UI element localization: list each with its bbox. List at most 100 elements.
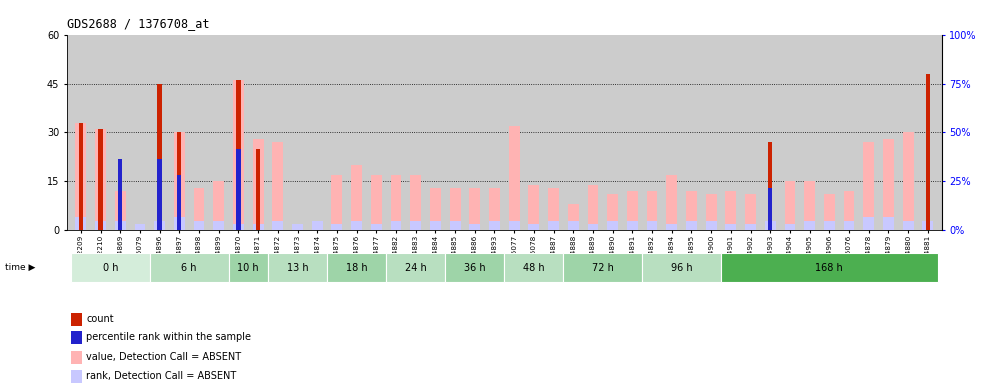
Bar [745, 224, 756, 230]
Bar [706, 220, 717, 230]
Bar [864, 142, 875, 230]
Bar [883, 139, 894, 230]
Text: 24 h: 24 h [405, 263, 427, 273]
Bar [450, 188, 460, 230]
Bar [114, 220, 125, 230]
Bar [926, 74, 930, 230]
Bar [607, 220, 618, 230]
Bar [410, 220, 421, 230]
Bar [647, 191, 658, 230]
Bar [785, 224, 796, 230]
Bar [410, 175, 421, 230]
Bar [387, 253, 446, 282]
Bar [768, 188, 772, 230]
Bar [331, 224, 342, 230]
Bar [75, 217, 86, 230]
Text: value, Detection Call = ABSENT: value, Detection Call = ABSENT [87, 352, 242, 362]
Bar [71, 370, 82, 383]
Bar [588, 185, 599, 230]
Bar [252, 224, 263, 230]
Bar [256, 149, 260, 230]
Bar [469, 224, 480, 230]
Bar [745, 194, 756, 230]
Text: count: count [87, 314, 114, 324]
Bar [588, 224, 599, 230]
Bar [75, 123, 86, 230]
Bar [79, 123, 83, 230]
Bar [292, 224, 303, 230]
Bar [158, 159, 162, 230]
Bar [430, 188, 441, 230]
Bar [158, 84, 162, 230]
Text: 6 h: 6 h [181, 263, 197, 273]
Bar [331, 175, 342, 230]
Bar [71, 331, 82, 344]
Bar [272, 142, 283, 230]
Bar [824, 194, 835, 230]
Bar [272, 220, 283, 230]
Bar [489, 188, 500, 230]
Bar [193, 220, 204, 230]
Text: 18 h: 18 h [346, 263, 368, 273]
Bar [71, 313, 82, 326]
Bar [177, 175, 181, 230]
Text: percentile rank within the sample: percentile rank within the sample [87, 332, 251, 342]
Bar [864, 217, 875, 230]
Bar [706, 194, 717, 230]
Bar [71, 351, 82, 364]
Bar [95, 129, 106, 230]
Bar [390, 220, 401, 230]
Bar [923, 220, 934, 230]
Bar [844, 191, 855, 230]
Bar [174, 132, 184, 230]
Bar [233, 224, 244, 230]
Bar [642, 253, 721, 282]
Bar [504, 253, 563, 282]
Bar [233, 80, 244, 230]
Text: 72 h: 72 h [592, 263, 613, 273]
Bar [71, 253, 150, 282]
Bar [114, 191, 125, 230]
Bar [726, 224, 737, 230]
Bar [528, 185, 539, 230]
Bar [177, 132, 181, 230]
Bar [312, 220, 322, 230]
Bar [450, 220, 460, 230]
Text: 10 h: 10 h [238, 263, 259, 273]
Text: rank, Detection Call = ABSENT: rank, Detection Call = ABSENT [87, 371, 237, 381]
Bar [118, 159, 122, 230]
Bar [667, 175, 677, 230]
Bar [371, 175, 382, 230]
Bar [903, 220, 914, 230]
Bar [509, 220, 520, 230]
Bar [805, 220, 815, 230]
Bar [647, 220, 658, 230]
Bar [528, 224, 539, 230]
Bar [568, 204, 579, 230]
Bar [193, 188, 204, 230]
Bar [509, 126, 520, 230]
Bar [489, 220, 500, 230]
Bar [607, 194, 618, 230]
Bar [548, 220, 559, 230]
Bar [390, 175, 401, 230]
Bar [667, 224, 677, 230]
Bar [446, 253, 504, 282]
Bar [686, 191, 697, 230]
Bar [627, 191, 638, 230]
Text: time ▶: time ▶ [5, 263, 35, 272]
Text: 36 h: 36 h [464, 263, 485, 273]
Bar [903, 132, 914, 230]
Bar [371, 224, 382, 230]
Bar [765, 220, 776, 230]
Text: 168 h: 168 h [815, 263, 843, 273]
Bar [824, 220, 835, 230]
Text: 96 h: 96 h [670, 263, 692, 273]
Bar [805, 182, 815, 230]
Bar [351, 220, 362, 230]
Bar [883, 217, 894, 230]
Bar [768, 142, 772, 230]
Bar [134, 224, 145, 230]
Bar [351, 165, 362, 230]
Bar [430, 220, 441, 230]
